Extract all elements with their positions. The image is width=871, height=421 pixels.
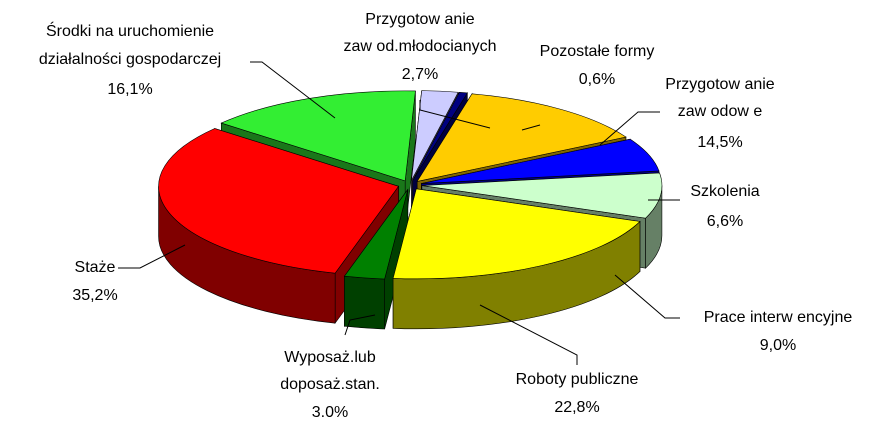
slice-label: Roboty publiczne (516, 371, 639, 388)
slice-label: Wyposaż.lub (284, 349, 376, 366)
slice-label: doposaż.stan. (280, 376, 380, 393)
value-label: 3.0% (312, 404, 348, 421)
leader-line (118, 244, 186, 269)
leader-line (419, 100, 491, 129)
value-label: 9,0% (760, 337, 796, 354)
slice-label: Środki na uruchomienie (46, 21, 214, 40)
slice-outer-wall (344, 275, 385, 330)
leader-line (479, 304, 578, 365)
value-label: 16,1% (107, 81, 152, 98)
value-label: 35,2% (72, 287, 117, 304)
slice (416, 93, 627, 182)
value-label: 0,6% (579, 71, 615, 88)
value-label: 6,6% (707, 213, 743, 230)
slice (343, 189, 409, 280)
value-label: 14,5% (697, 134, 742, 151)
leader-line (250, 61, 336, 119)
leader-line (599, 111, 660, 146)
slice-label: Staże (75, 259, 116, 276)
slice (392, 188, 641, 280)
leader-line (344, 314, 376, 336)
slice (421, 138, 660, 184)
slice-label: Przygotow anie (665, 76, 774, 93)
slice-label: Szkolenia (690, 183, 759, 200)
slice (220, 90, 416, 182)
slice-label: Przygotow anie (365, 11, 474, 28)
value-label: 2,7% (402, 66, 438, 83)
slice-label: Pozostałe formy (540, 43, 655, 60)
value-label: 22,8% (554, 399, 599, 416)
slice-label: zaw odow e (678, 103, 763, 120)
leader-line (521, 124, 541, 131)
slice (421, 172, 663, 219)
slice (412, 92, 468, 181)
leader-line (614, 274, 680, 319)
slice-label: zaw od.młodocianych (344, 38, 497, 55)
slice-label: działalności gospodarczej (39, 51, 221, 68)
slice (158, 128, 400, 274)
slice-label: Prace interw encyjne (704, 309, 853, 326)
slice (411, 90, 459, 181)
